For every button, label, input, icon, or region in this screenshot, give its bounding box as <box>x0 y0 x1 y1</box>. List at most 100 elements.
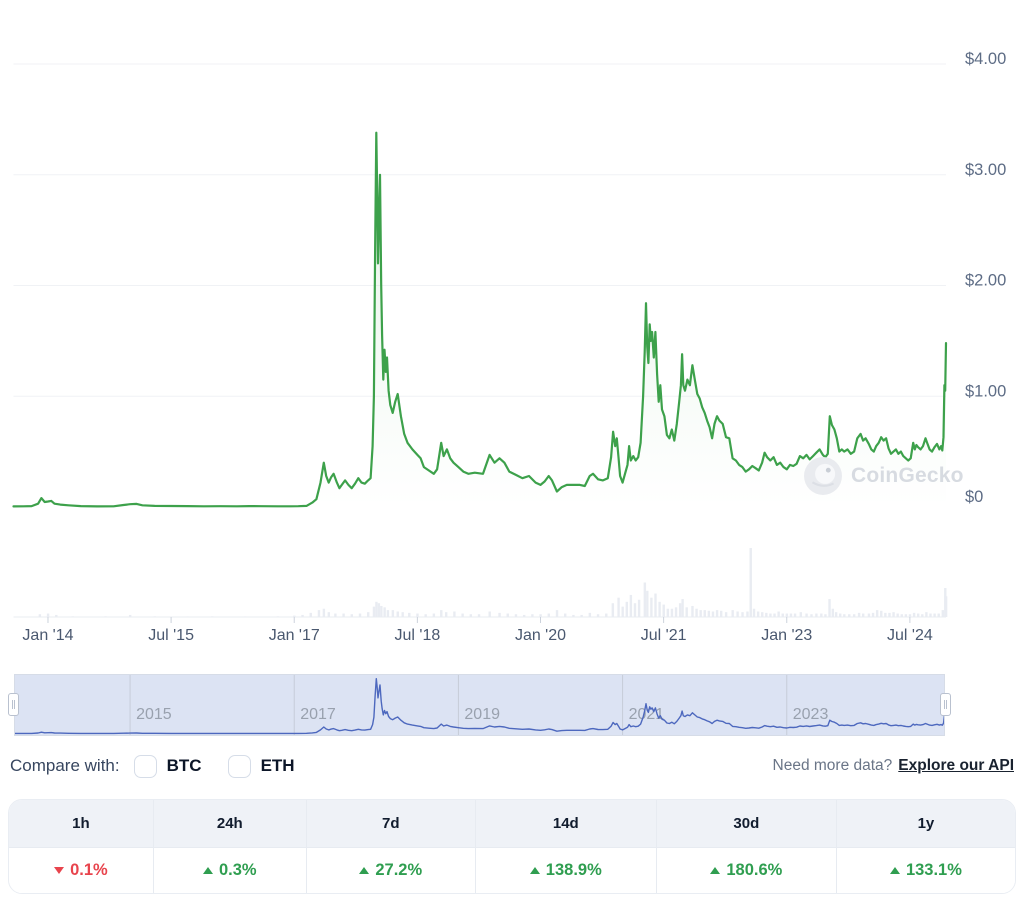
volume-bar <box>358 613 362 617</box>
price-line <box>12 131 948 508</box>
volume-bar <box>625 601 628 617</box>
volume-bar <box>658 601 661 617</box>
volume-bar <box>848 614 851 617</box>
compare-option-btc[interactable]: BTC <box>133 754 202 778</box>
volume-bar <box>731 610 734 617</box>
volume-bar <box>861 613 865 617</box>
change-arrow-icon <box>710 867 721 874</box>
volume-bar <box>633 603 637 617</box>
brush-handle-right[interactable] <box>940 693 951 716</box>
volume-bar <box>617 597 620 617</box>
performance-table-header: 1h 24h 7d 14d 30d 1y <box>9 800 1015 847</box>
change-arrow-icon <box>359 867 370 874</box>
explore-api-link[interactable]: Explore our API <box>898 757 1014 774</box>
volume-bar <box>522 614 526 617</box>
performance-table: 1h 24h 7d 14d 30d 1y 0.1% 0.3% 27.2% 138… <box>8 799 1016 894</box>
perf-col-30d: 30d <box>655 800 836 847</box>
volume-bar <box>685 607 688 617</box>
y-gridlines <box>13 63 946 397</box>
volume-bar <box>929 613 932 617</box>
volume-bar <box>769 613 772 617</box>
volume-bar <box>741 612 744 617</box>
volume-bar <box>752 608 756 617</box>
volume-bar <box>322 608 326 617</box>
volume-bar <box>564 613 567 617</box>
volume-bar <box>765 612 768 617</box>
volume-bar <box>317 610 321 617</box>
btc-checkbox[interactable] <box>133 754 157 778</box>
volume-bar <box>908 614 912 617</box>
price-area <box>13 132 946 507</box>
y-axis-label: $2.00 <box>965 272 1006 290</box>
volume-bar <box>736 611 739 617</box>
brush-year-label: 2023 <box>793 706 829 723</box>
perf-col-14d: 14d <box>474 800 656 847</box>
volume-bar <box>678 603 682 617</box>
x-axis-label: Jul '21 <box>641 627 687 644</box>
volume-bar <box>681 599 684 617</box>
range-selector-chart[interactable]: 2015 2017 2019 2021 2023 <box>15 675 944 735</box>
volume-bar <box>128 614 132 617</box>
volume-bar <box>820 613 823 617</box>
performance-table-values: 0.1% 0.3% 27.2% 138.9% 180.6% 133.1% <box>9 847 1015 893</box>
volume-bar <box>674 607 678 617</box>
volume-bar <box>301 614 304 617</box>
volume-bar <box>396 611 399 617</box>
volume-bar <box>719 610 723 617</box>
compare-option-eth[interactable]: ETH <box>227 754 295 778</box>
volume-bar <box>831 608 835 617</box>
volume-bar <box>852 614 856 617</box>
volume-bar <box>38 614 42 617</box>
price-chart[interactable]: Jan '14 Jul '15 Jan '17 Jul '18 Jan '20 Jul '… <box>0 0 1024 660</box>
volume-bar <box>629 594 633 617</box>
x-axis-label: Jul '15 <box>148 627 194 644</box>
change-arrow-icon <box>202 867 213 874</box>
volume-bar <box>488 611 491 617</box>
change-arrow-icon <box>889 867 900 874</box>
volume-bar <box>707 610 711 617</box>
perf-value-30d: 180.6% <box>655 847 836 893</box>
volume-bar <box>925 612 928 617</box>
volume-bar <box>408 612 411 617</box>
volume-bar <box>650 597 653 617</box>
volume-bar <box>904 614 908 617</box>
volume-bar <box>637 599 641 617</box>
perf-value-7d: 27.2% <box>305 847 475 893</box>
volume-bar <box>785 613 789 617</box>
volume-bars <box>38 548 948 617</box>
volume-bar <box>391 610 395 617</box>
volume-bar <box>461 613 464 617</box>
volume-bar <box>572 614 575 617</box>
volume-bar <box>327 612 331 617</box>
volume-bar <box>293 615 296 617</box>
volume-bar <box>892 612 895 617</box>
y-axis-label: $0 <box>965 488 983 506</box>
volume-bar <box>432 613 436 617</box>
y-axis-labels: $4.00 $3.00 $2.00 $1.00 $0 <box>965 50 1006 506</box>
volume-bar <box>440 610 443 617</box>
range-selector[interactable]: 2015 2017 2019 2021 2023 <box>14 674 945 736</box>
brush-year-label: 2019 <box>464 706 500 723</box>
volume-bar <box>611 603 615 617</box>
volume-bar <box>781 613 784 617</box>
volume-bar <box>756 611 760 617</box>
volume-bar <box>749 548 752 617</box>
volume-bar <box>646 590 649 617</box>
volume-bar <box>670 608 674 617</box>
volume-bar <box>815 613 818 617</box>
volume-bar <box>746 611 749 617</box>
volume-bar <box>666 608 670 617</box>
volume-bar <box>900 614 903 617</box>
volume-bar <box>662 604 665 617</box>
eth-checkbox[interactable] <box>227 754 251 778</box>
x-axis-labels: Jan '14 Jul '15 Jan '17 Jul '18 Jan '20 Jul '… <box>22 627 932 644</box>
volume-bar <box>309 612 312 617</box>
x-axis-label: Jul '24 <box>887 627 933 644</box>
volume-bar <box>810 614 813 617</box>
brush-handle-left[interactable] <box>8 693 19 716</box>
volume-bar <box>834 612 838 617</box>
volume-bar <box>761 612 764 617</box>
volume-bar <box>555 610 559 617</box>
brush-year-label: 2015 <box>136 706 172 723</box>
perf-col-7d: 7d <box>305 800 475 847</box>
